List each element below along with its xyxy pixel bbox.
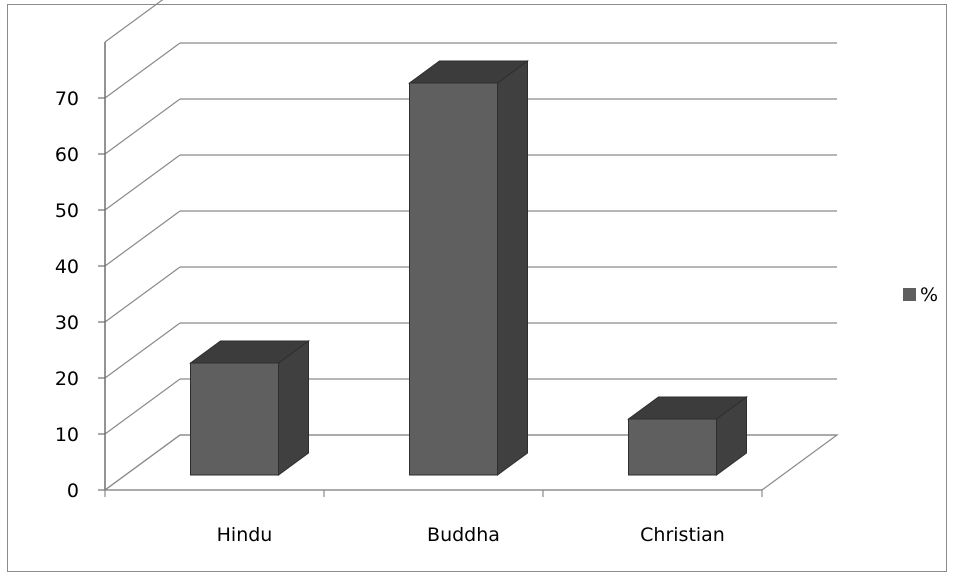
side-gridline <box>104 42 181 99</box>
y-axis-tick-labels: 0 10 20 30 40 50 60 70 <box>55 88 79 502</box>
y-tick-label: 60 <box>55 144 79 166</box>
y-tick-label: 40 <box>55 256 79 278</box>
side-gridline <box>104 98 181 155</box>
y-tick-label: 70 <box>55 88 79 110</box>
x-axis-tick-labels: Hindu Buddha Christian <box>217 524 725 546</box>
y-tick-label: 30 <box>55 312 79 334</box>
y-tick-label: 50 <box>55 200 79 222</box>
side-gridline <box>104 322 181 379</box>
x-tick-label: Christian <box>640 524 725 546</box>
bar-front-face <box>409 82 498 476</box>
side-gridline <box>104 0 164 43</box>
side-gridline <box>104 434 181 491</box>
bar-side-face <box>278 340 309 476</box>
bar-front-face <box>190 362 279 476</box>
y-tick-label: 0 <box>67 480 79 502</box>
legend-label: % <box>920 284 938 306</box>
bars <box>188 60 749 476</box>
y-tick-label: 20 <box>55 368 79 390</box>
side-gridline <box>104 210 181 267</box>
bar-top-face <box>407 60 530 84</box>
side-gridline <box>104 378 181 435</box>
legend: % <box>903 284 938 306</box>
side-gridline <box>104 266 181 323</box>
x-tick-label: Hindu <box>217 524 273 546</box>
bar-top-face <box>188 340 311 364</box>
legend-swatch <box>903 288 916 301</box>
bar-top-face <box>626 396 749 420</box>
bar-buddha <box>407 60 530 476</box>
bar-side-face <box>497 60 528 476</box>
axes <box>98 42 763 497</box>
bar-hindu <box>188 340 311 476</box>
y-tick-label: 10 <box>55 424 79 446</box>
x-tick-label: Buddha <box>427 524 500 546</box>
bar-front-face <box>628 418 717 476</box>
bar-christian <box>626 396 749 476</box>
side-gridline <box>104 154 181 211</box>
